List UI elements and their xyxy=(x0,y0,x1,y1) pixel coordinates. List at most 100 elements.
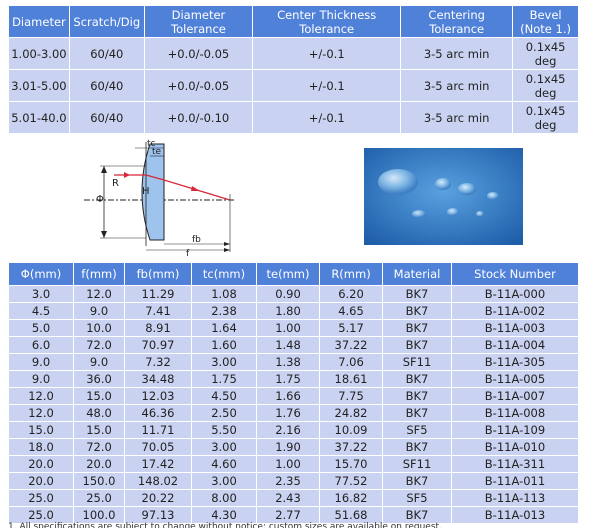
spec-cell: +0.0/-0.10 xyxy=(143,101,254,134)
lens-cell: SF11 xyxy=(382,455,452,473)
lens-row: 20.0 20.0 17.42 4.60 1.00 15.70 SF11 B-11A-311 xyxy=(8,455,579,473)
lens-cell: 25.0 xyxy=(8,506,74,524)
label-f: f xyxy=(186,249,190,256)
lens-cell: 9.0 xyxy=(73,353,125,371)
lens-cell: 70.05 xyxy=(124,438,192,456)
lens-cell: 3.00 xyxy=(191,472,257,490)
lens-cell: B-11A-010 xyxy=(451,438,579,456)
lens-cell: 25.0 xyxy=(8,489,74,507)
photo-background xyxy=(364,148,523,245)
lens-cell: BK7 xyxy=(382,319,452,337)
spec-header-diameter: Diameter xyxy=(8,5,70,38)
lens-cell: B-11A-002 xyxy=(451,302,579,320)
lens-cell: BK7 xyxy=(382,370,452,388)
lens-cell: 4.65 xyxy=(319,302,383,320)
lens-cell: 148.02 xyxy=(124,472,192,490)
lens-cell: 6.20 xyxy=(319,285,383,303)
spec-header-bevel: Bevel (Note 1.) xyxy=(512,5,579,38)
lens-cell: 1.08 xyxy=(191,285,257,303)
lens-cell: 20.0 xyxy=(8,455,74,473)
lens-cell: 17.42 xyxy=(124,455,192,473)
lens-cell: B-11A-013 xyxy=(451,506,579,524)
lens-cell: 18.0 xyxy=(8,438,74,456)
spec-header-center-thickness-tolerance: Center Thickness Tolerance xyxy=(252,5,402,38)
lens-cell: 15.0 xyxy=(73,421,125,439)
lens-table-body: 3.0 12.0 11.29 1.08 0.90 6.20 BK7 B-11A-000 4.5 9… xyxy=(8,285,579,524)
spec-cell: +/-0.1 xyxy=(252,69,402,102)
spec-cell: 60/40 xyxy=(68,37,145,70)
lens-cell: 7.32 xyxy=(124,353,192,371)
photo-lens-medium-2 xyxy=(458,183,476,195)
lens-cell: 2.35 xyxy=(256,472,320,490)
lens-cell: 1.60 xyxy=(191,336,257,354)
lens-cell: B-11A-008 xyxy=(451,404,579,422)
photo-lens-small-2 xyxy=(447,208,459,216)
lens-cell: B-11A-113 xyxy=(451,489,579,507)
lens-cell: 18.61 xyxy=(319,370,383,388)
lens-cell: B-11A-305 xyxy=(451,353,579,371)
lens-cell: 70.97 xyxy=(124,336,192,354)
spec-cell: 3.01-5.00 xyxy=(8,69,70,102)
lens-cell: 77.52 xyxy=(319,472,383,490)
lens-header-diameter: Φ(mm) xyxy=(8,262,74,286)
label-phi: Φ xyxy=(96,194,104,205)
lens-row: 9.0 36.0 34.48 1.75 1.75 18.61 BK7 B-11A-005 xyxy=(8,370,579,388)
lens-cell: SF5 xyxy=(382,489,452,507)
spec-cell: 3-5 arc min xyxy=(400,37,514,70)
lens-header-material: Material xyxy=(382,262,452,286)
lens-cell: 12.03 xyxy=(124,387,192,405)
lens-cell: 5.50 xyxy=(191,421,257,439)
label-te: te xyxy=(152,147,162,157)
photo-lens-large xyxy=(378,169,418,195)
lens-cell: 3.0 xyxy=(8,285,74,303)
lens-cell: 3.00 xyxy=(191,438,257,456)
lens-cell: 10.09 xyxy=(319,421,383,439)
lens-cell: 1.48 xyxy=(256,336,320,354)
lens-cell: 1.66 xyxy=(256,387,320,405)
spec-cell: 3-5 arc min xyxy=(400,69,514,102)
lens-cell: B-11A-007 xyxy=(451,387,579,405)
lens-cell: 9.0 xyxy=(73,302,125,320)
lens-cell: 24.82 xyxy=(319,404,383,422)
spec-cell: 60/40 xyxy=(68,69,145,102)
lens-row: 6.0 72.0 70.97 1.60 1.48 37.22 BK7 B-11A-004 xyxy=(8,336,579,354)
lens-cell: 37.22 xyxy=(319,336,383,354)
lens-cell: 7.41 xyxy=(124,302,192,320)
lens-cell: B-11A-311 xyxy=(451,455,579,473)
lens-cell: B-11A-005 xyxy=(451,370,579,388)
lens-cell: 8.91 xyxy=(124,319,192,337)
lens-cell: 15.0 xyxy=(73,387,125,405)
label-r: R xyxy=(112,178,119,189)
lens-header-back-focal-length: fb(mm) xyxy=(124,262,192,286)
lens-row: 25.0 25.0 20.22 8.00 2.43 16.82 SF5 B-11A-113 xyxy=(8,489,579,507)
lens-cell: 5.0 xyxy=(8,319,74,337)
lens-diagram: tc te R H Φ fb f xyxy=(84,139,236,256)
specification-table: Diameter Scratch/Dig Diameter Tolerance … xyxy=(8,5,579,134)
lens-cell: BK7 xyxy=(382,387,452,405)
lens-cell: B-11A-003 xyxy=(451,319,579,337)
spec-cell: 5.01-40.0 xyxy=(8,101,70,134)
lens-cell: 1.80 xyxy=(256,302,320,320)
ray-arrow xyxy=(124,172,130,178)
lens-photo xyxy=(364,148,523,245)
lens-header-stock-number: Stock Number xyxy=(451,262,579,286)
lens-cell: 7.75 xyxy=(319,387,383,405)
spec-table-body: 1.00-3.00 60/40 +0.0/-0.05 +/-0.1 3-5 arc mi… xyxy=(8,37,579,134)
lens-cell: 1.75 xyxy=(191,370,257,388)
lens-cell: BK7 xyxy=(382,285,452,303)
lens-cell: 3.00 xyxy=(191,353,257,371)
lens-cell: 15.0 xyxy=(8,421,74,439)
lens-cell: 15.70 xyxy=(319,455,383,473)
spec-cell: 60/40 xyxy=(68,101,145,134)
lens-cell: 2.38 xyxy=(191,302,257,320)
lens-cell: BK7 xyxy=(382,302,452,320)
lens-row: 25.0 100.0 97.13 4.30 2.77 51.68 BK7 B-11A-013 xyxy=(8,506,579,524)
fb-arrow xyxy=(224,242,230,246)
spec-cell: +/-0.1 xyxy=(252,37,402,70)
lens-row: 5.0 10.0 8.91 1.64 1.00 5.17 BK7 B-11A-003 xyxy=(8,319,579,337)
lens-cell: 1.75 xyxy=(256,370,320,388)
lens-cell: 6.0 xyxy=(8,336,74,354)
lens-cell: B-11A-004 xyxy=(451,336,579,354)
lens-cell: 2.43 xyxy=(256,489,320,507)
lens-cell: 37.22 xyxy=(319,438,383,456)
